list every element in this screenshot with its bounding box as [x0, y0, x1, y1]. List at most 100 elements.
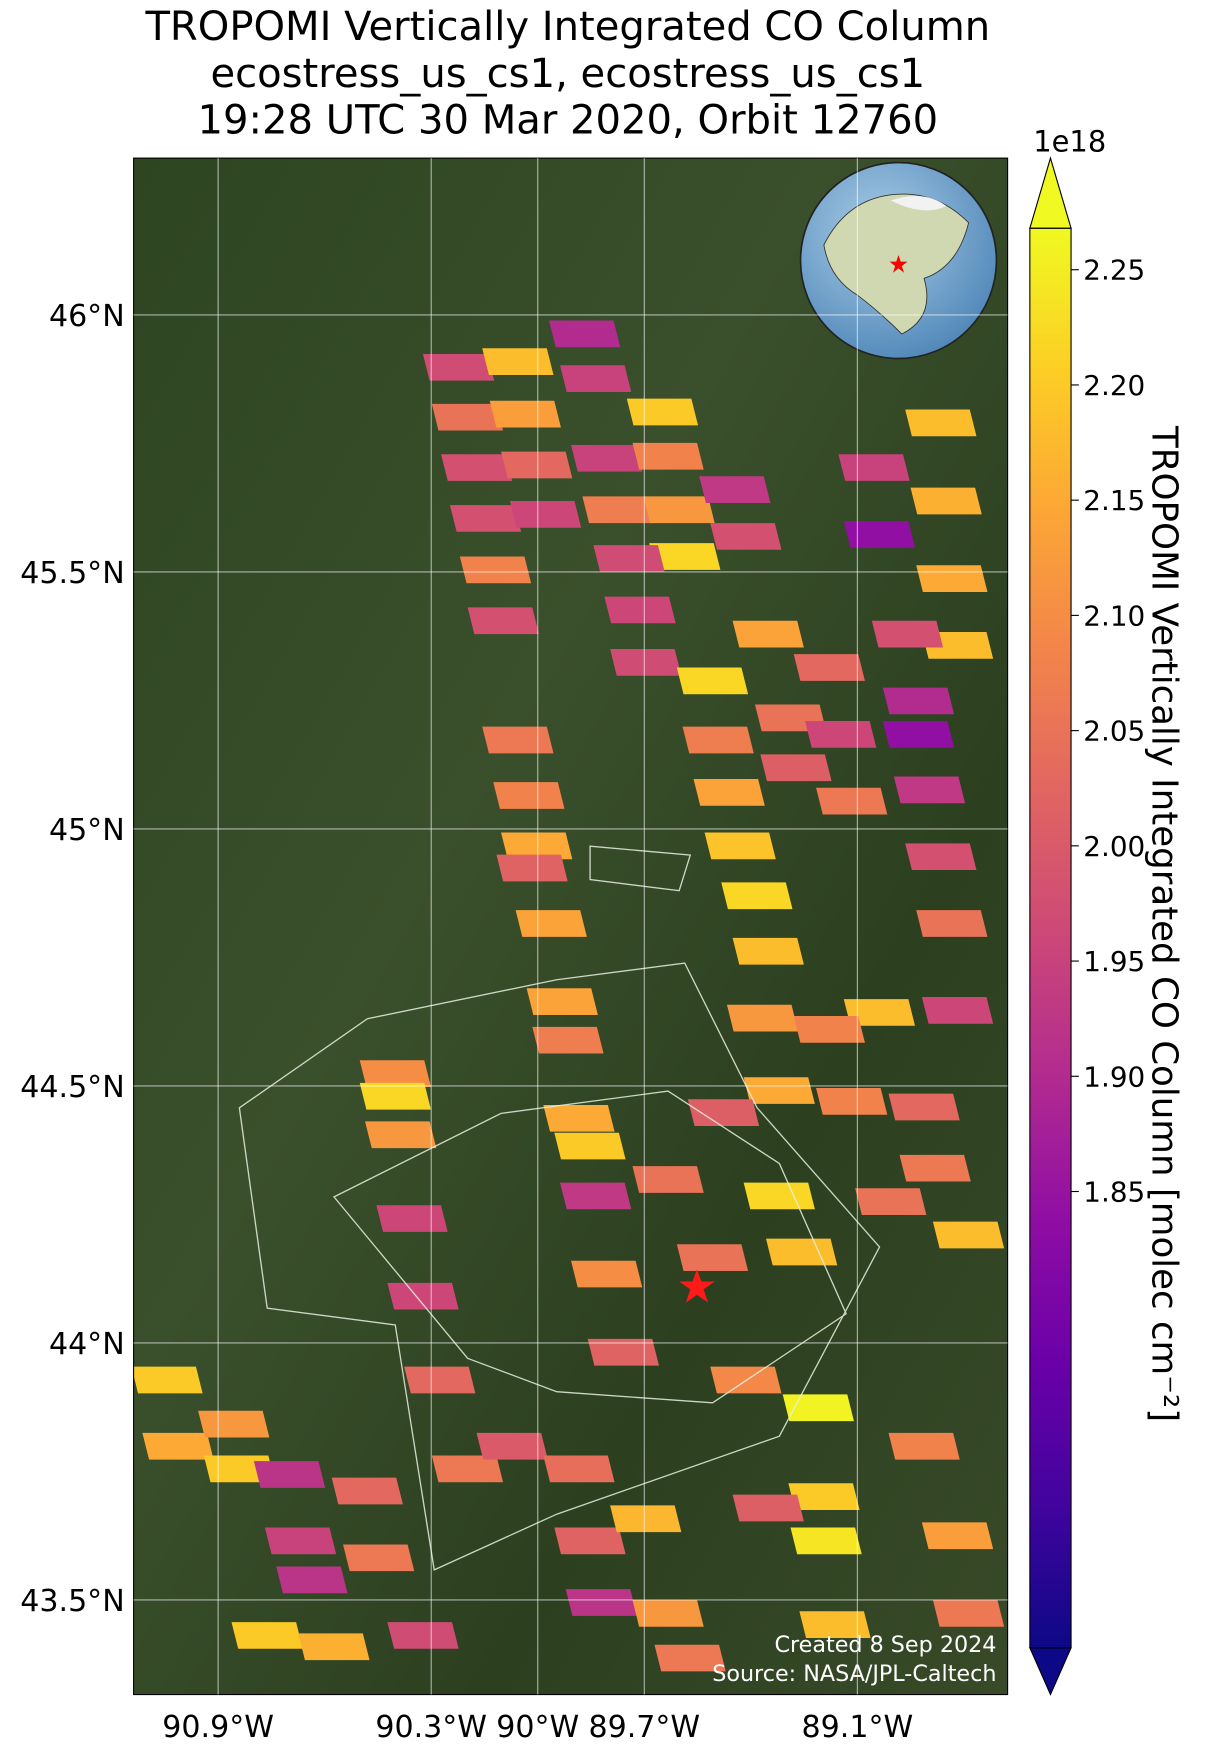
co-cell — [726, 1004, 799, 1032]
co-cell — [133, 1366, 203, 1394]
colorbar-tick-label: 2.05 — [1083, 715, 1145, 748]
inset-globe — [799, 161, 998, 360]
colorbar-tick-label: 1.95 — [1083, 945, 1145, 978]
map-area — [133, 158, 1008, 1695]
co-cell — [855, 1188, 927, 1215]
y-tick-label: 46°N — [49, 299, 125, 334]
co-cell — [710, 523, 782, 550]
co-cell — [699, 476, 771, 504]
ecostress-footprint — [238, 845, 881, 1571]
co-cell — [643, 496, 715, 524]
co-cell — [264, 1527, 337, 1555]
co-cell — [331, 1477, 403, 1505]
co-cell — [560, 1182, 632, 1210]
co-cell — [782, 1394, 854, 1422]
co-cell — [604, 596, 676, 624]
colorbar-extend — [1029, 156, 1072, 229]
co-cell — [571, 444, 643, 472]
co-cell — [610, 649, 682, 676]
colorbar-frame — [1029, 227, 1072, 1649]
co-cell — [449, 505, 522, 532]
co-cell — [843, 521, 916, 548]
co-cell — [467, 607, 539, 635]
co-cell — [431, 1455, 504, 1483]
y-tick-label: 44°N — [49, 1327, 125, 1362]
co-cell — [253, 1461, 326, 1488]
colorbar-tick-label: 2.10 — [1083, 599, 1145, 632]
co-cell — [888, 1093, 960, 1121]
co-cell — [554, 1132, 626, 1160]
title-line: TROPOMI Vertically Integrated CO Column — [144, 4, 990, 50]
co-cell — [905, 843, 977, 871]
y-tick-label: 45°N — [49, 813, 125, 848]
y-tick-label: 44.5°N — [20, 1070, 124, 1105]
co-cell — [482, 726, 554, 754]
co-cell — [921, 1522, 994, 1550]
co-cell — [489, 400, 561, 428]
co-cell — [838, 454, 910, 481]
co-cell — [404, 1366, 476, 1394]
co-cell — [441, 454, 513, 481]
co-cell — [676, 1244, 749, 1271]
co-cell — [532, 1026, 604, 1054]
co-cell — [721, 882, 793, 910]
co-cell — [882, 687, 955, 715]
co-cell — [560, 365, 632, 392]
co-cell — [231, 1622, 303, 1649]
co-cell — [610, 1505, 682, 1533]
site-marker — [679, 1269, 715, 1303]
co-cell — [910, 487, 982, 515]
co-cell — [359, 1060, 431, 1087]
y-tick-label: 43.5°N — [20, 1584, 124, 1619]
co-cell — [593, 545, 665, 572]
co-cell — [582, 496, 654, 524]
co-cell — [799, 1611, 871, 1639]
colorbar-tick-label: 1.90 — [1083, 1060, 1145, 1093]
title-line: 19:28 UTC 30 Mar 2020, Orbit 12760 — [198, 98, 939, 144]
colorbar-tick-label: 2.00 — [1083, 830, 1145, 863]
co-cell — [732, 620, 804, 648]
co-cell — [554, 1527, 626, 1555]
co-cell — [899, 1154, 971, 1182]
co-cell — [476, 1432, 548, 1460]
co-cell — [790, 1527, 862, 1555]
co-cell — [743, 1077, 815, 1104]
co-cell — [871, 620, 944, 648]
x-tick-label: 89.1°W — [802, 1710, 914, 1745]
co-cell — [793, 654, 865, 681]
co-cell — [682, 726, 754, 754]
co-cell — [482, 348, 554, 376]
co-cell — [387, 1282, 459, 1310]
co-cell — [704, 832, 776, 860]
co-cell — [431, 403, 504, 431]
co-cell — [509, 500, 582, 528]
credit: Created 8 Sep 2024 — [774, 1632, 996, 1658]
co-cell — [365, 1121, 437, 1149]
co-cell — [760, 754, 832, 782]
co-cell — [632, 1166, 704, 1193]
co-cell — [543, 1104, 615, 1132]
colorbar-tick-label: 2.15 — [1083, 484, 1145, 517]
co-cell — [676, 667, 749, 695]
co-cell — [276, 1566, 348, 1594]
co-cell — [932, 1599, 1005, 1627]
co-cell — [343, 1544, 415, 1572]
co-cell — [843, 999, 916, 1026]
co-cell — [459, 556, 532, 584]
co-cell — [198, 1410, 270, 1438]
co-cell — [921, 997, 994, 1024]
x-tick-label: 89.7°W — [588, 1710, 700, 1745]
co-cell — [387, 1622, 459, 1649]
map-frame — [133, 157, 1009, 1696]
co-cell — [649, 543, 721, 570]
title-line: ecostress_us_cs1, ecostress_us_cs1 — [210, 51, 925, 97]
x-tick-label: 90.3°W — [375, 1710, 487, 1745]
co-cell — [496, 854, 568, 882]
co-cell — [493, 782, 565, 809]
co-cell — [501, 451, 573, 479]
colorbar: 1.85 1.90 1.95 2.00 2.05 2.10 2.15 2.20 2.25 — [1029, 156, 1145, 1696]
co-cell — [359, 1082, 431, 1110]
co-cell — [816, 787, 888, 815]
